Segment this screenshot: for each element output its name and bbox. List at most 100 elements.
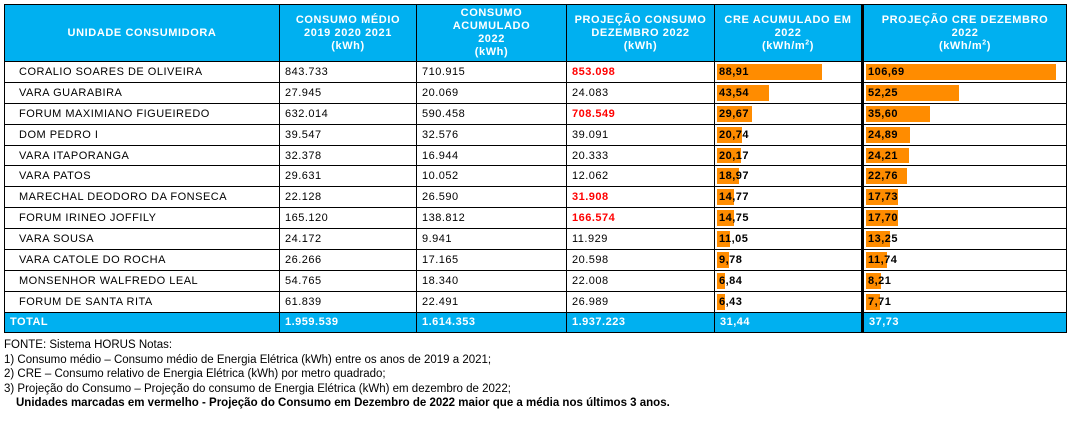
cell-proj: 22.008 bbox=[566, 269, 715, 292]
table-row: VARA CATOLE DO ROCHA 26.266 17.165 20.598 9,… bbox=[4, 249, 1067, 271]
cell-avg: 165.120 bbox=[279, 207, 417, 230]
cell-cre-acc: 6,84 bbox=[714, 269, 864, 292]
bar-value: 20,74 bbox=[719, 128, 750, 141]
bar-value: 52,25 bbox=[868, 86, 899, 99]
cell-proj: 708.549 bbox=[566, 102, 715, 125]
cell-acc: 32.576 bbox=[416, 123, 567, 146]
cell-proj: 12.062 bbox=[566, 165, 715, 188]
cell-acc: 17.165 bbox=[416, 249, 567, 271]
data-bar bbox=[866, 84, 960, 101]
bar-value: 17,73 bbox=[868, 191, 899, 204]
table-row: FORUM DE SANTA RITA 61.839 22.491 26.989 6,4… bbox=[4, 290, 1067, 313]
data-bar bbox=[866, 64, 1057, 80]
total-avg: 1.959.539 bbox=[279, 311, 417, 333]
cell-proj: 24.083 bbox=[566, 81, 715, 104]
cell-unit: MONSENHOR WALFREDO LEAL bbox=[4, 269, 280, 292]
bar-value: 106,69 bbox=[868, 65, 905, 78]
cell-avg: 61.839 bbox=[279, 290, 417, 313]
bar-value: 43,54 bbox=[719, 86, 750, 99]
header-unit: UNIDADE CONSUMIDORA bbox=[4, 4, 280, 62]
bar-value: 29,67 bbox=[719, 107, 750, 120]
cell-acc: 18.340 bbox=[416, 269, 567, 292]
cell-acc: 9.941 bbox=[416, 228, 567, 251]
bar-value: 24,89 bbox=[868, 128, 899, 141]
table-row: CORALIO SOARES DE OLIVEIRA 843.733 710.915… bbox=[4, 61, 1067, 83]
header-projection-consumption: PROJEÇÃO CONSUMO DEZEMBRO 2022 (kWh) bbox=[566, 4, 715, 62]
table-row: MARECHAL DEODORO DA FONSECA 22.128 26.590 3… bbox=[4, 186, 1067, 209]
cell-cre-acc: 29,67 bbox=[714, 102, 864, 125]
cell-acc: 22.491 bbox=[416, 290, 567, 313]
data-bar bbox=[866, 189, 898, 206]
cell-cre-acc: 14,75 bbox=[714, 207, 864, 230]
cell-cre-proj: 106,69 bbox=[861, 61, 1067, 83]
cell-acc: 138.812 bbox=[416, 207, 567, 230]
cell-cre-proj: 24,21 bbox=[861, 144, 1067, 167]
data-bar bbox=[717, 168, 740, 185]
cell-cre-acc: 6,43 bbox=[714, 290, 864, 313]
cell-avg: 632.014 bbox=[279, 102, 417, 125]
total-proj: 1.937.223 bbox=[566, 311, 715, 333]
bar-value: 9,78 bbox=[719, 253, 743, 266]
bar-value: 6,43 bbox=[719, 295, 743, 308]
cell-avg: 843.733 bbox=[279, 61, 417, 83]
cell-unit: CORALIO SOARES DE OLIVEIRA bbox=[4, 61, 280, 83]
cell-cre-proj: 11,74 bbox=[861, 249, 1067, 271]
bar-value: 7,71 bbox=[868, 295, 892, 308]
cell-unit: VARA CATOLE DO ROCHA bbox=[4, 249, 280, 271]
cell-avg: 39.547 bbox=[279, 123, 417, 146]
cell-avg: 29.631 bbox=[279, 165, 417, 188]
table-row: DOM PEDRO I 39.547 32.576 39.091 20,74 24,89 bbox=[4, 123, 1067, 146]
cell-unit: VARA PATOS bbox=[4, 165, 280, 188]
data-bar bbox=[866, 126, 911, 143]
cell-proj: 39.091 bbox=[566, 123, 715, 146]
cell-cre-proj: 24,89 bbox=[861, 123, 1067, 146]
cell-proj: 853.098 bbox=[566, 61, 715, 83]
data-bar bbox=[717, 252, 729, 268]
bar-value: 17,70 bbox=[868, 212, 899, 225]
bar-value: 35,60 bbox=[868, 107, 899, 120]
data-bar bbox=[866, 231, 890, 248]
cell-proj: 166.574 bbox=[566, 207, 715, 230]
total-cre-acc: 31,44 bbox=[714, 311, 864, 333]
cell-proj: 31.908 bbox=[566, 186, 715, 209]
energy-consumption-table: UNIDADE CONSUMIDORA CONSUMO MÉDIO 2019 20… bbox=[4, 4, 1067, 333]
data-bar bbox=[866, 105, 930, 122]
table-header-row: UNIDADE CONSUMIDORA CONSUMO MÉDIO 2019 20… bbox=[4, 4, 1067, 62]
data-bar bbox=[866, 210, 898, 227]
data-bar bbox=[717, 189, 735, 206]
cell-acc: 26.590 bbox=[416, 186, 567, 209]
data-bar bbox=[717, 126, 742, 143]
cell-unit: FORUM IRINEO JOFFILY bbox=[4, 207, 280, 230]
data-bar bbox=[866, 293, 880, 310]
data-bar bbox=[866, 252, 887, 268]
cell-avg: 32.378 bbox=[279, 144, 417, 167]
bar-value: 18,97 bbox=[719, 170, 750, 183]
table-row: VARA ITAPORANGA 32.378 16.944 20.333 20,17 24… bbox=[4, 144, 1067, 167]
data-bar bbox=[717, 231, 731, 248]
bar-value: 88,91 bbox=[719, 65, 750, 78]
cell-cre-proj: 17,73 bbox=[861, 186, 1067, 209]
data-bar bbox=[866, 168, 907, 185]
cell-acc: 20.069 bbox=[416, 81, 567, 104]
header-cre-accumulated: CRE ACUMULADO EM 2022 (kWh/m2) bbox=[714, 4, 864, 62]
cell-avg: 26.266 bbox=[279, 249, 417, 271]
cell-proj: 20.598 bbox=[566, 249, 715, 271]
cell-cre-acc: 14,77 bbox=[714, 186, 864, 209]
bar-value: 11,05 bbox=[719, 233, 749, 246]
data-bar bbox=[717, 272, 726, 289]
cell-cre-proj: 22,76 bbox=[861, 165, 1067, 188]
bar-value: 24,21 bbox=[868, 149, 899, 162]
cell-cre-proj: 35,60 bbox=[861, 102, 1067, 125]
data-bar bbox=[866, 272, 881, 289]
total-cre-proj: 37,73 bbox=[861, 311, 1067, 333]
cell-proj: 20.333 bbox=[566, 144, 715, 167]
table-row: VARA PATOS 29.631 10.052 12.062 18,97 22,76 bbox=[4, 165, 1067, 188]
total-acc: 1.614.353 bbox=[416, 311, 567, 333]
cell-unit: FORUM MAXIMIANO FIGUEIREDO bbox=[4, 102, 280, 125]
cell-cre-proj: 7,71 bbox=[861, 290, 1067, 313]
bar-value: 20,17 bbox=[719, 149, 750, 162]
cell-proj: 26.989 bbox=[566, 290, 715, 313]
cell-unit: DOM PEDRO I bbox=[4, 123, 280, 146]
data-bar bbox=[717, 84, 769, 101]
footnote-2: 2) CRE – Consumo relativo de Energia Elé… bbox=[4, 368, 386, 380]
